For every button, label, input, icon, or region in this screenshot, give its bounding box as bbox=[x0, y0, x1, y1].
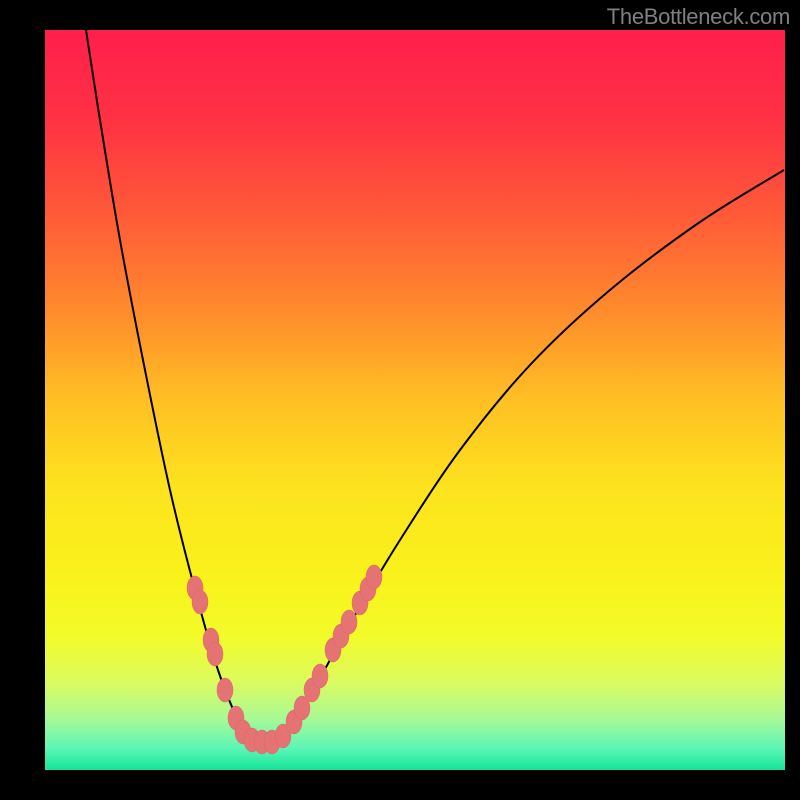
curve-marker bbox=[207, 642, 223, 666]
plot-background bbox=[45, 30, 785, 770]
curve-marker bbox=[366, 565, 382, 589]
curve-marker bbox=[217, 678, 233, 702]
bottleneck-chart bbox=[0, 0, 800, 800]
curve-marker bbox=[192, 590, 208, 614]
curve-marker bbox=[312, 664, 328, 688]
watermark-text: TheBottleneck.com bbox=[607, 4, 790, 30]
chart-container: TheBottleneck.com bbox=[0, 0, 800, 800]
curve-marker bbox=[341, 610, 357, 634]
